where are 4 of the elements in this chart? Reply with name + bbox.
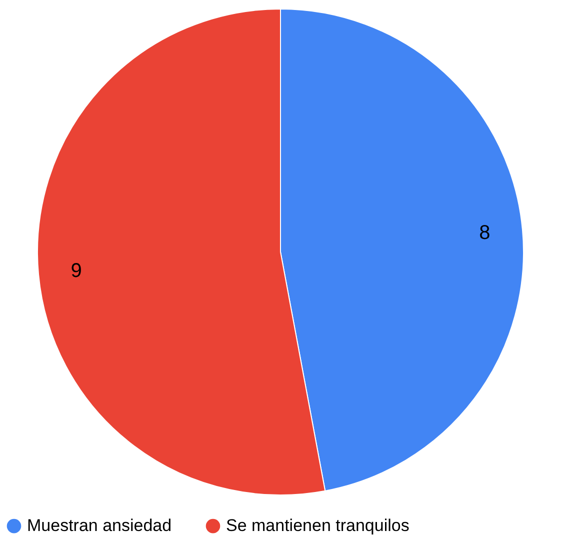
legend-label: Muestran ansiedad xyxy=(27,516,172,536)
legend-label: Se mantienen tranquilos xyxy=(226,516,410,536)
data-label: 9 xyxy=(70,260,82,282)
data-label: 8 xyxy=(479,222,490,244)
